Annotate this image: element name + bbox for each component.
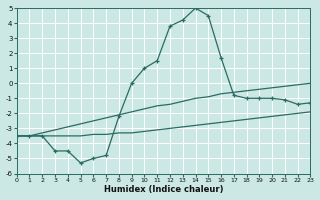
X-axis label: Humidex (Indice chaleur): Humidex (Indice chaleur) (104, 185, 223, 194)
